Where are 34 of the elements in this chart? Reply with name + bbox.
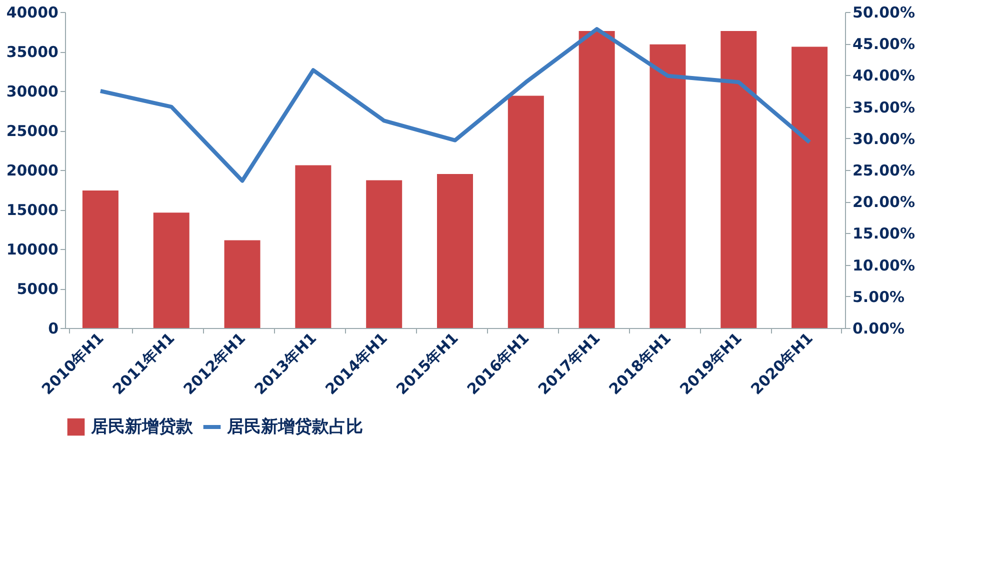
bar	[153, 212, 190, 328]
y-tick-label: 15000	[6, 201, 58, 219]
legend-label: 居民新增贷款占比	[226, 417, 363, 437]
bar	[578, 30, 615, 328]
bar	[792, 46, 828, 328]
line-series	[98, 27, 812, 183]
bar	[508, 96, 544, 328]
y2-tick-label: 5.00%	[852, 288, 905, 306]
y2-tick-label: 30.00%	[852, 130, 915, 148]
y2-tick-label: 15.00%	[852, 224, 915, 243]
y-tick-label: 30000	[6, 82, 58, 100]
bar	[295, 165, 332, 328]
bar	[650, 44, 686, 328]
y2-tick-label: 50.00%	[852, 4, 915, 22]
y2-tick-label: 25.00%	[852, 162, 915, 180]
bar	[366, 180, 402, 328]
y2-tick-label: 40.00%	[852, 66, 915, 85]
y-tick-label: 5000	[16, 280, 58, 298]
y-tick-label: 40000	[6, 4, 58, 22]
bar	[82, 190, 118, 328]
y-tick-label: 10000	[6, 240, 58, 258]
bar	[437, 174, 473, 328]
y2-tick-label: 45.00%	[852, 35, 915, 54]
y-tick-label: 20000	[6, 162, 58, 180]
bar	[224, 240, 260, 328]
y2-tick-label: 35.00%	[852, 98, 915, 116]
legend-label: 居民新增贷款	[90, 417, 194, 437]
y2-tick-label: 10.00%	[852, 256, 915, 274]
y-tick-label: 35000	[6, 43, 58, 61]
bar	[720, 30, 757, 328]
y-tick-label: 0	[48, 320, 58, 338]
y-tick-label: 25000	[6, 122, 58, 140]
y2-tick-label: 20.00%	[852, 193, 915, 212]
y2-tick-label: 0.00%	[852, 320, 905, 338]
